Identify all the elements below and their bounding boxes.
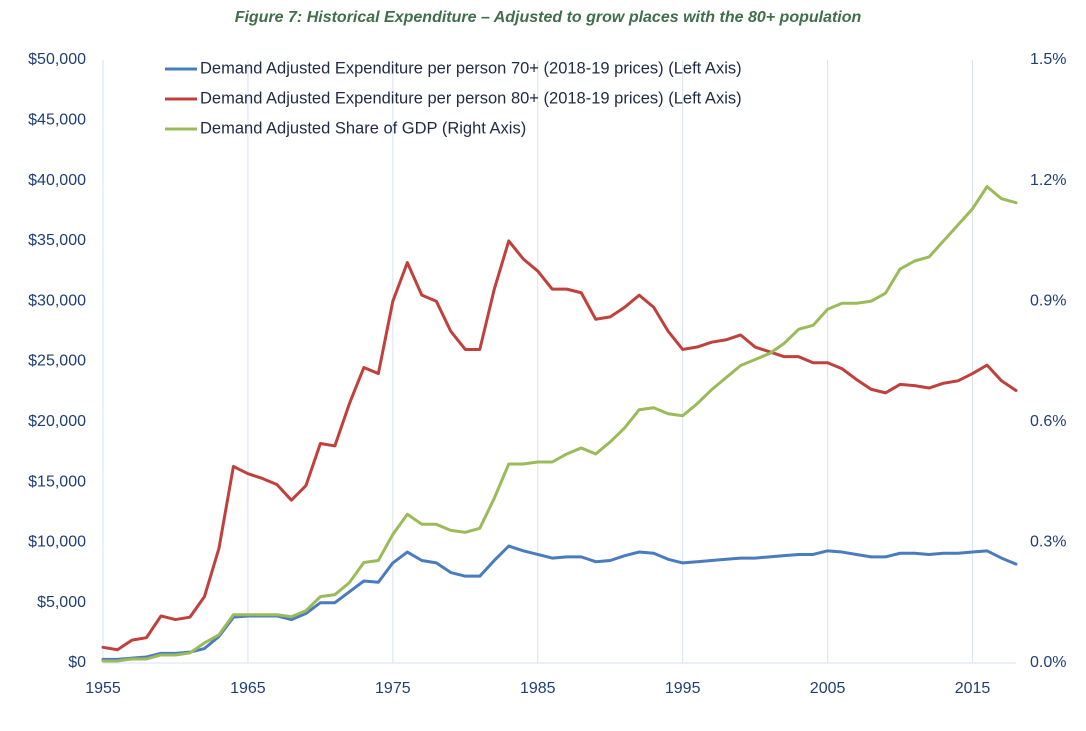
y-tick-label: $0 [68,654,86,671]
y-tick-label: $15,000 [28,473,86,490]
x-tick-label: 2005 [810,680,846,697]
legend-label: Demand Adjusted Expenditure per person 7… [200,59,742,77]
series-line [101,185,1018,663]
x-tick-label: 1985 [520,680,556,697]
y-tick-label: $45,000 [28,112,86,129]
x-tick-label: 1965 [230,680,266,697]
y-tick-label: $25,000 [28,353,86,370]
chart-title: Figure 7: Historical Expenditure – Adjus… [235,9,862,26]
x-tick-label: 2015 [955,680,991,697]
y-tick-label: $40,000 [28,172,86,189]
y2-tick-label: 0.0% [1030,654,1066,671]
series-line [101,544,1018,661]
y2-tick-label: 0.3% [1030,534,1066,551]
y-tick-label: $35,000 [28,232,86,249]
x-tick-label: 1995 [665,680,701,697]
x-tick-label: 1975 [375,680,411,697]
y2-tick-label: 1.2% [1030,172,1066,189]
y2-tick-label: 0.6% [1030,413,1066,430]
y-tick-label: $50,000 [28,51,86,68]
y2-tick-label: 0.9% [1030,292,1066,309]
y-tick-label: $30,000 [28,292,86,309]
y2-tick-label: 1.5% [1030,51,1066,68]
legend-label: Demand Adjusted Expenditure per person 8… [200,89,742,107]
series-line [101,239,1018,652]
y-tick-label: $5,000 [37,594,86,611]
y-tick-label: $10,000 [28,534,86,551]
y-tick-label: $20,000 [28,413,86,430]
legend-label: Demand Adjusted Share of GDP (Right Axis… [200,119,526,137]
x-tick-label: 1955 [85,680,121,697]
